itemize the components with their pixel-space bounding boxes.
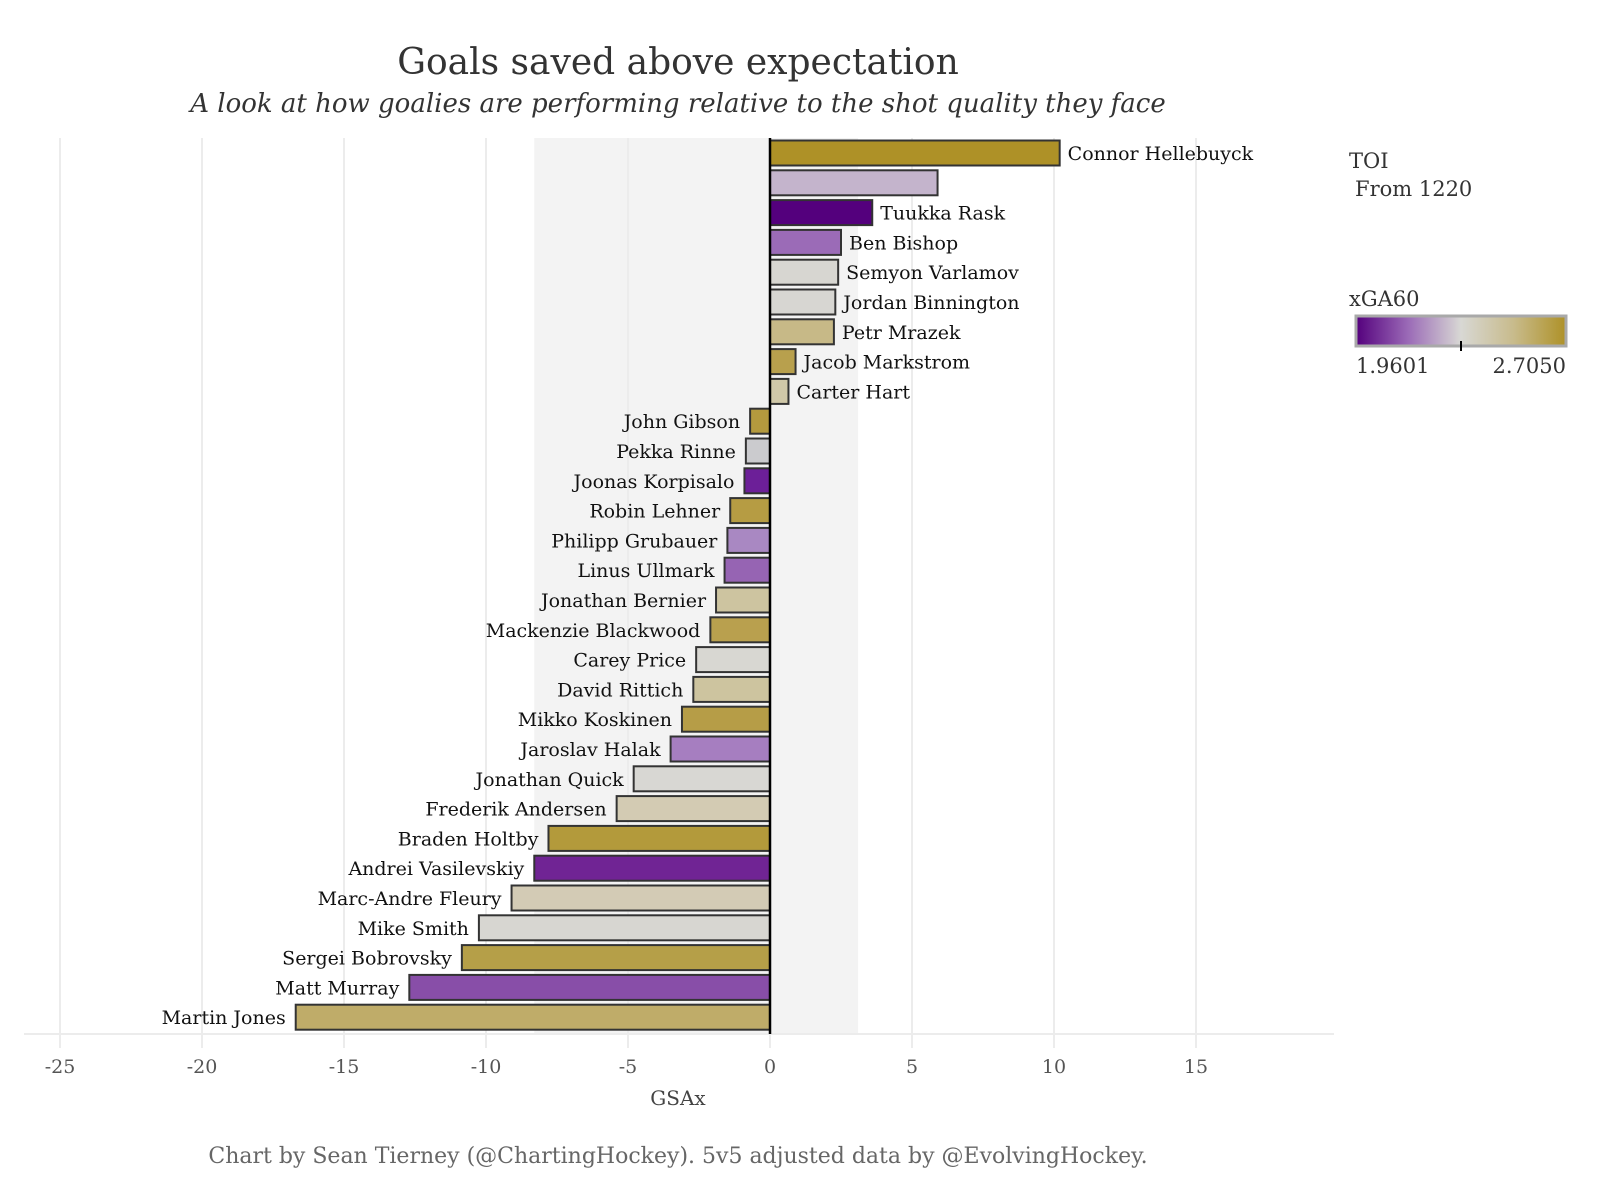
bar-label: Braden Holtby [398, 828, 539, 850]
bar-label: Jacob Markstrom [802, 352, 971, 374]
bar [744, 437, 771, 465]
x-tick-label: -25 [45, 1056, 76, 1078]
legend: TOI From 1220 xGA60 1.9601 2.7050 [1349, 149, 1568, 378]
bar [723, 556, 771, 584]
bar-label: Robin Lehner [589, 501, 721, 523]
legend-min-label: 1.9601 [1356, 354, 1429, 378]
bar [709, 616, 771, 644]
x-tick-label: -20 [187, 1056, 218, 1078]
bar [294, 1003, 771, 1031]
bar [460, 944, 771, 972]
bar-label: John Gibson [622, 411, 740, 433]
chart-subtitle: A look at how goalies are performing rel… [188, 89, 1166, 119]
bar [615, 795, 772, 823]
chart-caption: Chart by Sean Tierney (@ChartingHockey).… [208, 1144, 1147, 1169]
bar [408, 973, 771, 1001]
bar [749, 407, 771, 435]
bar [695, 646, 771, 674]
x-tick-label: -5 [619, 1056, 638, 1078]
x-tick-label: 15 [1184, 1056, 1208, 1078]
bar-label: Mike Smith [358, 918, 469, 940]
bar [533, 854, 772, 882]
bar [769, 228, 842, 256]
bar [769, 169, 939, 197]
x-tick-label: 10 [1042, 1056, 1066, 1078]
bar-label: Tuukka Rask [880, 203, 1005, 225]
x-axis-title: GSAx [650, 1086, 706, 1110]
bar [769, 318, 835, 346]
bar-label: Andrei Vasilevskiy [347, 858, 524, 880]
bar [769, 288, 837, 316]
bar [726, 526, 772, 554]
legend-size-title: TOI [1349, 149, 1389, 173]
legend-size-subtitle: From 1220 [1355, 177, 1472, 201]
x-tick-label: -10 [471, 1056, 502, 1078]
bar [632, 765, 771, 793]
bar-label: Carter Hart [796, 381, 910, 403]
bar-label: Martin Jones [162, 1007, 286, 1029]
bar-label: Semyon Varlamov [846, 262, 1019, 284]
bar [769, 377, 790, 405]
bar-label: Sergei Bobrovsky [282, 948, 452, 970]
bar-label: Connor Hellebuyck [1068, 143, 1254, 165]
x-tick-label: 0 [764, 1056, 776, 1078]
bar [769, 199, 874, 227]
bar-labels: Connor Hellebuyck Tuukka Rask Ben Bishop Se… [162, 143, 1254, 1029]
bar-label: Jonathan Bernier [539, 590, 707, 612]
bar-label: Jordan Binnington [841, 292, 1019, 314]
bar-label: Pekka Rinne [616, 441, 736, 463]
bar-label: Jaroslav Halak [518, 739, 661, 761]
bar [680, 705, 772, 733]
bar [547, 824, 771, 852]
x-tick-label: -15 [329, 1056, 360, 1078]
bar [692, 675, 772, 703]
bar-label: Linus Ullmark [577, 560, 715, 582]
bar [715, 586, 771, 614]
bar-label: Marc-Andre Fleury [318, 888, 502, 910]
bar [769, 258, 840, 286]
bar [743, 467, 772, 495]
bar [510, 884, 771, 912]
bar [769, 139, 1061, 167]
bar [669, 735, 771, 763]
legend-color-title: xGA60 [1349, 287, 1420, 311]
bar-label: Jonathan Quick [474, 769, 625, 791]
bar-label: Ben Bishop [849, 232, 958, 254]
bar-label: Petr Mrazek [842, 322, 961, 344]
bar-label: Frederik Andersen [425, 799, 606, 821]
bars [294, 138, 1061, 1034]
chart-title: Goals saved above expectation [397, 42, 959, 83]
bar-label: Carey Price [573, 650, 686, 672]
bar-label: Mackenzie Blackwood [486, 620, 701, 642]
bar-label: Joonas Korpisalo [572, 471, 735, 493]
legend-max-label: 2.7050 [1493, 354, 1566, 378]
bar-label: Philipp Grubauer [551, 530, 718, 552]
bar-label: Matt Murray [275, 977, 399, 999]
bar-label: Mikko Koskinen [518, 709, 672, 731]
bar-label: David Rittich [557, 679, 683, 701]
x-axis-ticks: -25 -20 -15 -10 -5 0 5 10 15 [45, 1056, 1208, 1078]
bar [769, 348, 797, 376]
bar [729, 497, 771, 525]
bar [477, 914, 771, 942]
x-tick-label: 5 [906, 1056, 918, 1078]
